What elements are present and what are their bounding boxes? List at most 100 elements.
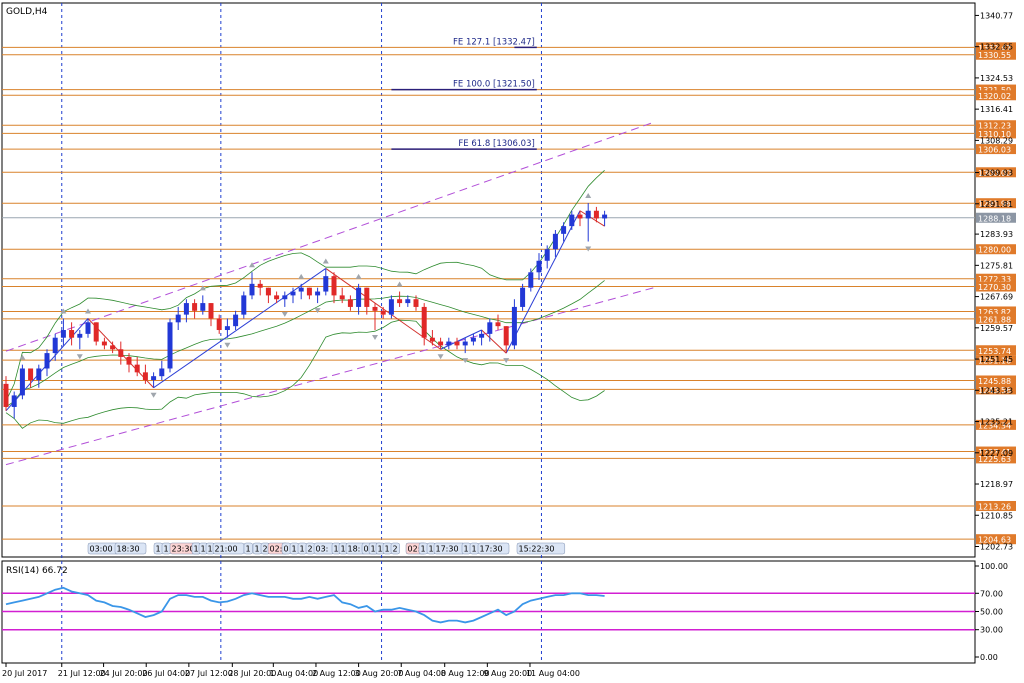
session-tag-label: 1 [334, 545, 339, 554]
level-price-tag [976, 419, 1016, 430]
level-price-tag [976, 345, 1016, 356]
level-price-tag [976, 534, 1016, 545]
session-tag-label: 1 [208, 545, 213, 554]
level-price-label: 1225.63 [978, 455, 1011, 464]
channel-line [5, 287, 654, 466]
candle-body [44, 353, 50, 369]
candle [470, 333, 476, 346]
session-tag-label: 03: [316, 545, 329, 554]
level-price-label: 1243.56 [978, 386, 1011, 395]
session-tag-label: 17:30 [436, 545, 459, 554]
fractal-down-marker [281, 311, 288, 317]
time-axis-tick-label: 20 Jul 2017 [2, 669, 47, 678]
candle-body [60, 330, 66, 338]
session-tag-label: 2 [308, 545, 313, 554]
candle-body [216, 318, 222, 331]
candle [364, 287, 370, 315]
level-price-label: 1245.88 [978, 377, 1011, 386]
level-price-label: 1330.55 [978, 51, 1011, 60]
candle-body [134, 364, 140, 373]
candle [520, 283, 526, 311]
level-price-label: 1270.30 [978, 283, 1011, 292]
fibo-level-label: FE 61.8 [1306.03] [458, 139, 534, 149]
session-tag-label: 17:30 [480, 545, 503, 554]
level-price-tag [976, 128, 1016, 139]
current-price-label: 1288.18 [978, 214, 1011, 223]
candle-body [208, 303, 214, 319]
fractal-up-marker [60, 308, 67, 314]
session-tag-label: 1 [201, 545, 206, 554]
session-tag-box [516, 542, 566, 555]
candle [183, 299, 189, 323]
candle [19, 364, 25, 400]
candle-body [126, 356, 132, 365]
fibo-level-label: FE 127.1 [1332.47] [453, 37, 535, 47]
candle [36, 364, 42, 388]
level-price-label: 1261.88 [978, 315, 1011, 324]
session-tag-label: 2 [393, 545, 398, 554]
level-price-tag [976, 500, 1016, 511]
candle [265, 287, 271, 304]
time-axis-tick-label: 2 Aug 12:00 [312, 669, 361, 678]
candle-body [585, 210, 591, 219]
level-price-label: 1310.10 [978, 130, 1011, 139]
session-tag-label: 15:22:30 [519, 545, 555, 554]
level-price-tag [976, 375, 1016, 386]
session-tags: 03:00 18:30 1 1 23:301 1 1 21:00 1 1 2 02: 0 1 1 2 03: 1 1… [87, 542, 566, 555]
level-price-tag [976, 167, 1016, 178]
candle [479, 330, 485, 346]
candle [224, 318, 230, 338]
candle [397, 291, 403, 307]
fractal-markers [19, 193, 592, 398]
candle-body [3, 383, 9, 407]
candle [585, 203, 591, 242]
zigzag-segment [440, 329, 482, 350]
candle-body [167, 322, 173, 369]
candle-body [397, 299, 403, 304]
candle-body [429, 337, 435, 342]
level-price-label: 1251.16 [978, 357, 1011, 366]
channel-line [5, 121, 654, 352]
candle [101, 337, 107, 350]
session-tag-label: 1 [421, 545, 426, 554]
time-axis-tick-label: 26 Jul 04:00 [142, 669, 190, 678]
session-tag-box [243, 542, 253, 555]
session-tag-label: 1 [371, 545, 376, 554]
session-tag-label: 1 [341, 545, 346, 554]
candle-body [487, 322, 493, 334]
candle [569, 210, 575, 230]
candle [241, 291, 247, 319]
candle-body [142, 372, 148, 381]
session-tag-label: 1 [472, 545, 477, 554]
candle-body [339, 295, 345, 300]
candle-body [331, 276, 337, 296]
candle-body [36, 368, 42, 381]
zigzag-segment [153, 268, 327, 389]
candle [77, 330, 83, 350]
candle-body [11, 395, 17, 407]
candle-body [470, 337, 476, 342]
candle-body [364, 287, 370, 307]
level-price-tag [976, 49, 1016, 60]
candle-body [110, 345, 116, 350]
level-price-label: 1291.96 [978, 200, 1011, 209]
candle [561, 222, 567, 242]
time-axis-tick-label: 28 Jul 20:00 [228, 669, 276, 678]
candle-body [306, 287, 312, 296]
level-price-tag [976, 90, 1016, 101]
candle [233, 310, 239, 331]
bollinger-band-line [5, 170, 605, 402]
candle-body [175, 314, 181, 323]
candle [438, 337, 444, 350]
time-axis-tick-label: 9 Aug 20:00 [483, 669, 532, 678]
price-axis-tick-label: 1332.65 [980, 43, 1013, 52]
candle [151, 372, 157, 388]
fractal-down-marker [150, 392, 157, 398]
candle [216, 314, 222, 334]
time-axis-tick-label: 27 Jul 12:00 [185, 669, 233, 678]
level-price-label: 1263.82 [978, 308, 1011, 317]
zigzag-segment [505, 210, 581, 354]
fractal-up-marker [396, 281, 403, 287]
level-price-tag [976, 144, 1016, 155]
